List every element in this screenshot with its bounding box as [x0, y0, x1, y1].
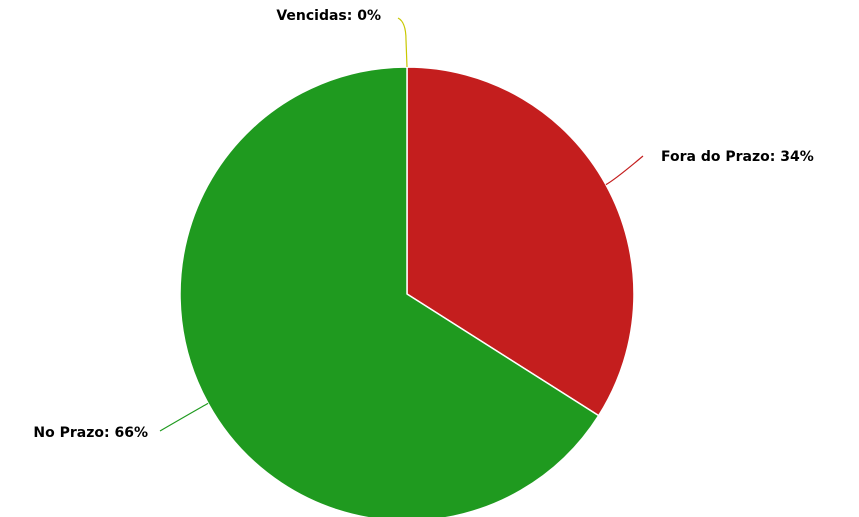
pie-slice-fora-do-prazo — [406, 66, 635, 417]
leader-line-fora-do-prazo — [605, 155, 644, 186]
data-label-no-prazo: No Prazo: 66% — [33, 425, 148, 441]
leader-line-no-prazo — [159, 402, 209, 432]
slices-layer — [179, 66, 635, 517]
pie-slice-no-prazo — [179, 66, 600, 517]
leader-lines-layer — [159, 17, 644, 432]
data-labels-layer: Vencidas: 0% Fora do Prazo: 34% No Prazo: … — [33, 8, 813, 441]
data-label-vencidas: Vencidas: 0% — [276, 8, 381, 24]
leader-line-vencidas — [397, 17, 408, 68]
data-label-fora-do-prazo: Fora do Prazo: 34% — [661, 149, 814, 165]
